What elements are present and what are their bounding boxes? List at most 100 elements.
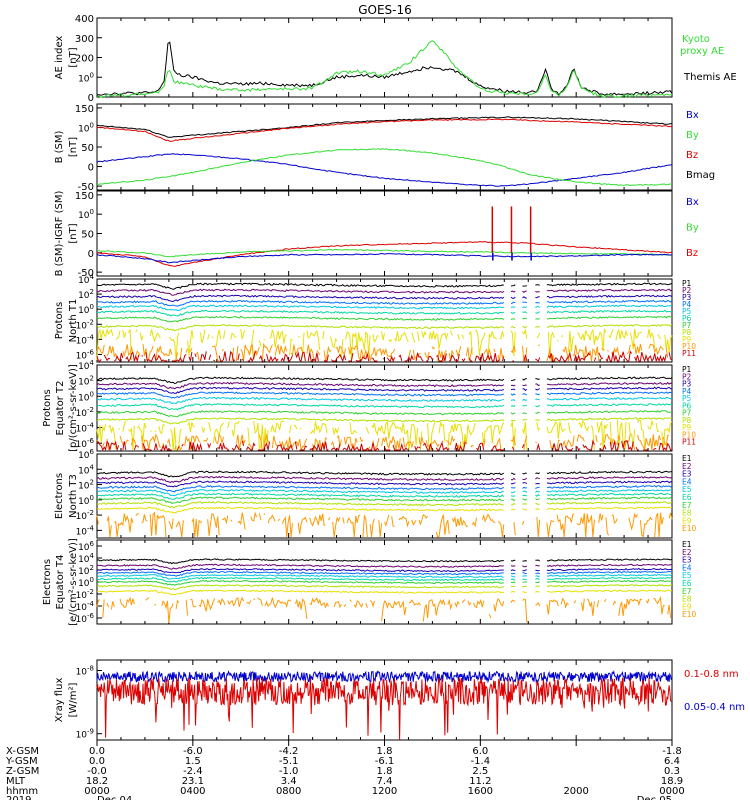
panel-bsm: B (SM) [nT] -50 0 50 100 150 Bx By Bz Bmag bbox=[54, 103, 715, 193]
enorth-channel-9 bbox=[96, 506, 673, 514]
eeq-legend-e6: E6 bbox=[682, 579, 692, 588]
ae-series-kyoto-proxy-ae bbox=[96, 40, 673, 99]
ae-legend-proxy: proxy AE bbox=[680, 46, 724, 57]
pnorth-legend-p6: P6 bbox=[682, 314, 692, 323]
peq-ylabel-1: Equator T2 bbox=[55, 381, 66, 436]
enorth-channel-8 bbox=[96, 501, 673, 509]
eeq-legend-e10: E10 bbox=[682, 610, 697, 619]
enorth-legend-e9: E9 bbox=[682, 516, 692, 525]
peq-ytick-label: 102 bbox=[78, 375, 94, 388]
peq-legend-p4: P4 bbox=[682, 387, 692, 396]
enorth-channel-1 bbox=[96, 470, 673, 478]
eeq-ylabel-0: Electrons bbox=[42, 559, 53, 605]
eeq-channel-3 bbox=[96, 567, 673, 574]
ephem-z-gsm-value: 1.8 bbox=[377, 766, 393, 777]
eeq-ytick-label: 106 bbox=[78, 540, 94, 553]
bigrf-legend-bz: Bz bbox=[686, 248, 698, 259]
ephem-mlt-value: 18.2 bbox=[86, 776, 108, 787]
peq-ytick-label: 104 bbox=[78, 359, 94, 372]
enorth-legend-e4: E4 bbox=[682, 477, 692, 486]
peq-ytick-label: 10-4 bbox=[76, 422, 95, 435]
xray-legend-long: 0.1-0.8 nm bbox=[684, 669, 739, 680]
pnorth-legend-p9: P9 bbox=[682, 335, 692, 344]
pnorth-ytick-label: 104 bbox=[78, 273, 94, 286]
xray-ylabel-1: [W/m²] bbox=[68, 682, 79, 717]
bigrf-ylabel-0: B (SM)-IGRF (SM) bbox=[54, 191, 65, 277]
enorth-channel-10 bbox=[96, 511, 673, 538]
ae-legend-themis: Themis AE bbox=[683, 72, 737, 83]
peq-ytick-label: 100 bbox=[78, 390, 94, 403]
bsm-ylabel-0: B (SM) bbox=[54, 130, 65, 163]
ae-ytick-label: 0 bbox=[88, 93, 94, 104]
eeq-ytick-label: 10-6 bbox=[76, 612, 95, 625]
ephem-x-gsm-value: -1.8 bbox=[662, 746, 682, 757]
pnorth-channel-7 bbox=[96, 315, 673, 323]
bigrf-ytick-label: 150 bbox=[75, 191, 94, 202]
ephemeris-table: X-GSM 0.0 -6.0 -4.2 1.8 6.0 -1.8 Y-GSM 0.0 1.5 -5.… bbox=[5, 740, 685, 800]
bsm-series-by bbox=[96, 147, 673, 187]
bsm-ytick-label: -50 bbox=[78, 182, 94, 193]
enorth-legend-e2: E2 bbox=[682, 462, 692, 471]
bsm-legend-by: By bbox=[686, 130, 699, 141]
bigrf-frame bbox=[96, 190, 673, 277]
ephem-y-gsm-value: -6.1 bbox=[375, 756, 395, 767]
enorth-channel-3 bbox=[96, 480, 673, 488]
bsm-legend-bz: Bz bbox=[686, 150, 698, 161]
pnorth-legend-p3: P3 bbox=[682, 293, 692, 302]
panel-eeq: Electrons Equator T4 [e/(cm²-s-sr-keV)]10-… bbox=[42, 538, 697, 626]
bigrf-ytick-label: 50 bbox=[81, 230, 94, 241]
enorth-legend-e8: E8 bbox=[682, 509, 692, 518]
peq-legend-p9: P9 bbox=[682, 423, 692, 432]
xray-series-1 bbox=[96, 676, 672, 741]
bsm-ytick-label: 0 bbox=[88, 163, 94, 174]
ephem-end-date: Dec 05 bbox=[637, 795, 672, 800]
eeq-ytick-label: 102 bbox=[78, 564, 94, 577]
pnorth-legend-p2: P2 bbox=[682, 286, 692, 295]
peq-channel-6 bbox=[96, 403, 673, 411]
pnorth-channel-3 bbox=[96, 294, 673, 303]
peq-channel-1 bbox=[97, 376, 673, 385]
pnorth-legend-p5: P5 bbox=[682, 307, 692, 316]
xray-ytick-label: 10-8 bbox=[76, 665, 94, 678]
bigrf-ylabel-1: [nT] bbox=[68, 223, 79, 243]
pnorth-legend-p10: P10 bbox=[682, 342, 696, 351]
bsm-legend-bmag: Bmag bbox=[686, 170, 715, 181]
eeq-legend-e8: E8 bbox=[682, 595, 692, 604]
pnorth-legend-p11: P11 bbox=[682, 349, 696, 358]
ephem-mlt-value: 7.4 bbox=[377, 776, 393, 787]
xray-ylabel-0: Xray flux bbox=[54, 678, 65, 723]
peq-legend-p11: P11 bbox=[682, 438, 696, 447]
enorth-channel-6 bbox=[96, 492, 673, 500]
enorth-legend-e3: E3 bbox=[682, 470, 692, 479]
pnorth-legend-p7: P7 bbox=[682, 321, 692, 330]
pnorth-channel-6 bbox=[96, 309, 673, 317]
ae-ytick-label: 400 bbox=[75, 14, 94, 25]
pnorth-legend-p4: P4 bbox=[682, 300, 692, 309]
peq-channel-7 bbox=[96, 410, 672, 418]
peq-legend-p6: P6 bbox=[682, 401, 692, 410]
bigrf-legend-by: By bbox=[686, 223, 699, 234]
ephem-y-gsm-value: 6.4 bbox=[664, 756, 680, 767]
ephem-mlt-value: 23.1 bbox=[182, 776, 204, 787]
ephem-y-gsm-value: -5.1 bbox=[279, 756, 299, 767]
ephem-x-gsm-value: 6.0 bbox=[472, 746, 488, 757]
enorth-ytick-label: 106 bbox=[78, 448, 94, 461]
ephem-hhmm-value: 0400 bbox=[180, 786, 205, 797]
bigrf-legend-bx: Bx bbox=[686, 197, 699, 208]
enorth-legend-e5: E5 bbox=[682, 485, 692, 494]
peq-ytick-label: 10-2 bbox=[76, 406, 94, 419]
peq-legend-p7: P7 bbox=[682, 409, 692, 418]
eeq-legend-e2: E2 bbox=[682, 548, 692, 557]
ae-ylabel-0: AE index bbox=[54, 36, 65, 80]
enorth-channel-2 bbox=[96, 475, 673, 484]
ae-legend-kyoto: Kyoto bbox=[682, 34, 710, 45]
peq-ylabel-0: Protons bbox=[42, 389, 53, 426]
pnorth-channel-11 bbox=[96, 350, 673, 363]
ephem-z-gsm-value: 2.5 bbox=[472, 766, 488, 777]
eeq-legend-e1: E1 bbox=[682, 540, 692, 549]
eeq-legend-e9: E9 bbox=[682, 602, 692, 611]
eeq-channel-8 bbox=[96, 584, 673, 590]
enorth-ytick-label: 10-4 bbox=[76, 524, 95, 537]
